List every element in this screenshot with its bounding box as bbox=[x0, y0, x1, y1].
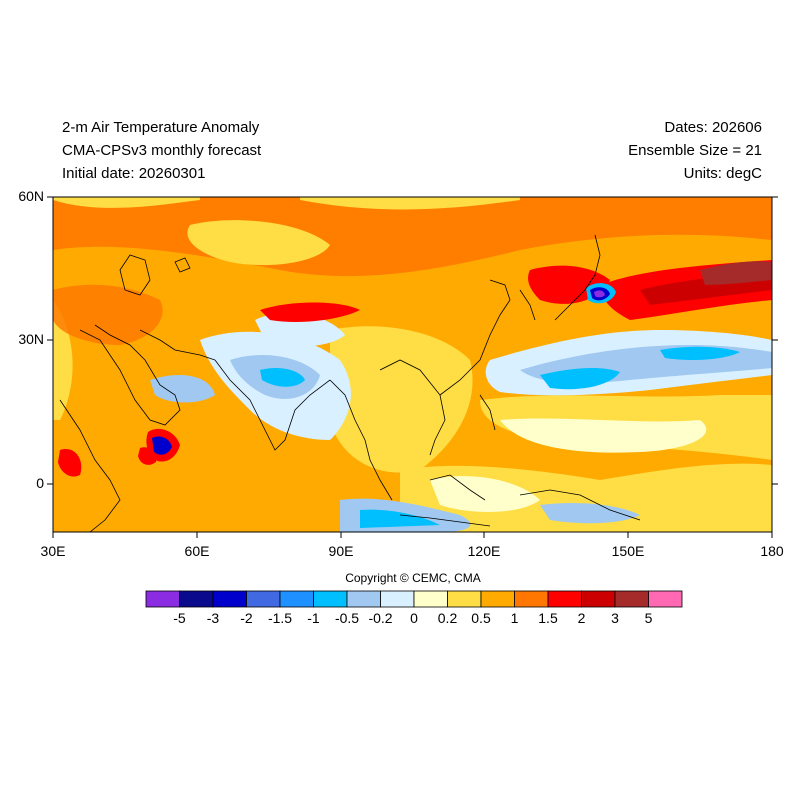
title-block: 2-m Air Temperature Anomaly CMA-CPSv3 mo… bbox=[62, 116, 261, 185]
colorbar-swatch bbox=[380, 590, 415, 608]
lon-label-60e: 60E bbox=[184, 543, 210, 559]
colorbar-swatch bbox=[614, 590, 649, 608]
colorbar-label: 1.5 bbox=[538, 610, 558, 626]
colorbar-swatch bbox=[447, 590, 482, 608]
colorbar-swatch bbox=[246, 590, 281, 608]
colorbar-swatch bbox=[279, 590, 314, 608]
colorbar-label: 3 bbox=[611, 610, 619, 626]
lat-label-60n: 60N bbox=[18, 188, 44, 204]
colorbar-label: 1 bbox=[510, 610, 519, 626]
colorbar-swatch bbox=[413, 590, 448, 608]
colorbar-label: -3 bbox=[206, 610, 220, 626]
colorbar-swatch bbox=[581, 590, 616, 608]
colorbar-swatch bbox=[514, 590, 549, 608]
colorbar-swatch bbox=[480, 590, 515, 608]
lon-label-90e: 90E bbox=[328, 543, 354, 559]
colorbar-swatch bbox=[346, 590, 381, 608]
coastlines bbox=[59, 234, 641, 532]
colorbar-label: -1 bbox=[307, 610, 320, 626]
axis-ticks bbox=[47, 196, 778, 538]
colorbar-label: 2 bbox=[577, 610, 586, 626]
copyright-text: Copyright © CEMC, CMA bbox=[345, 571, 481, 585]
units-text: Units: degC bbox=[683, 165, 762, 182]
colorbar-label: -0.2 bbox=[368, 610, 393, 626]
colorbar-label: 5 bbox=[644, 610, 653, 626]
colorbar-swatch bbox=[145, 590, 180, 608]
colorbar-swatch bbox=[212, 590, 247, 608]
colorbar-label: -2 bbox=[240, 610, 253, 626]
title-line-3: Initial date: 20260301 bbox=[62, 165, 206, 182]
colorbar-swatch bbox=[313, 590, 348, 608]
lon-label-120e: 120E bbox=[467, 543, 501, 559]
colorbar-swatch bbox=[179, 590, 214, 608]
colorbar-label: -0.5 bbox=[334, 610, 360, 626]
dates-text: Dates: 202606 bbox=[664, 119, 762, 136]
lon-label-30e: 30E bbox=[40, 543, 66, 559]
colorbar-label: -1.5 bbox=[267, 610, 293, 626]
colorbar-label: -5 bbox=[173, 610, 186, 626]
lat-label-0: 0 bbox=[36, 475, 44, 491]
colorbar-label: 0.5 bbox=[471, 610, 491, 626]
colorbar-label: 0.2 bbox=[437, 610, 458, 626]
lon-label-150e: 150E bbox=[611, 543, 645, 559]
info-block: Dates: 202606 Ensemble Size = 21 Units: … bbox=[628, 116, 762, 185]
title-line-2: CMA-CPSv3 monthly forecast bbox=[62, 142, 262, 159]
ensemble-size-text: Ensemble Size = 21 bbox=[628, 142, 762, 159]
lat-label-30n: 30N bbox=[18, 331, 44, 347]
title-line-1: 2-m Air Temperature Anomaly bbox=[62, 119, 260, 136]
map-frame bbox=[52, 196, 773, 533]
colorbar-label: 0 bbox=[410, 610, 418, 626]
anomaly-field bbox=[53, 197, 772, 532]
colorbar-swatch bbox=[547, 590, 582, 608]
lon-label-180: 180 bbox=[760, 543, 784, 559]
colorbar-swatch bbox=[648, 590, 683, 608]
